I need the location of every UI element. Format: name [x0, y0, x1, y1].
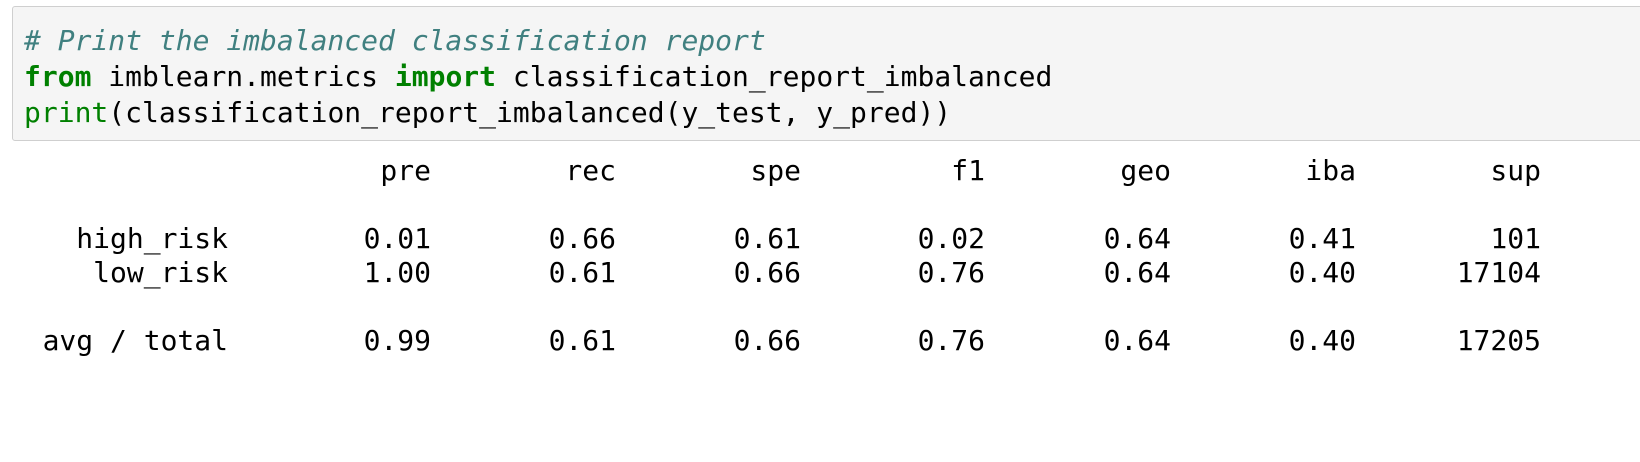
table-cell: 0.66: [548, 222, 616, 255]
table-cell: 0.76: [917, 324, 985, 357]
table-cell: 0.40: [1288, 256, 1356, 289]
table-cell: 17205: [1456, 324, 1541, 357]
table-cell: 0.64: [1103, 256, 1171, 289]
print-args: (classification_report_imbalanced(y_test…: [108, 96, 952, 129]
header-iba: iba: [1305, 154, 1356, 187]
keyword-from: from: [24, 60, 92, 93]
table-cell: 0.02: [917, 222, 985, 255]
table-cell: 1.00: [363, 256, 431, 289]
keyword-import: import: [394, 60, 497, 93]
table-cell: 0.61: [733, 222, 801, 255]
header-pre: pre: [380, 154, 431, 187]
table-cell: 0.61: [548, 324, 616, 357]
table-cell: 0.66: [733, 256, 801, 289]
header-spe: spe: [750, 154, 801, 187]
imported-function: classification_report_imbalanced: [496, 60, 1053, 93]
table-cell: 0.99: [363, 324, 431, 357]
row-label-total: avg / total: [42, 324, 228, 357]
table-cell: 17104: [1456, 256, 1541, 289]
builtin-print: print: [24, 96, 109, 129]
table-cell: 0.01: [363, 222, 431, 255]
row-label-high-risk: high_risk: [76, 222, 228, 255]
code-line-import: from imblearn.metrics import classificat…: [24, 59, 1052, 95]
module-name: imblearn.metrics: [91, 60, 395, 93]
code-line-print: print(classification_report_imbalanced(y…: [24, 95, 951, 131]
code-cell[interactable]: # Print the imbalanced classification re…: [12, 6, 1640, 141]
table-cell: 0.64: [1103, 222, 1171, 255]
header-f1: f1: [951, 154, 985, 187]
cell-output: pre rec spe f1 geo iba sup high_risk 0.0…: [0, 150, 1640, 450]
code-line-comment: # Print the imbalanced classification re…: [24, 23, 766, 59]
table-cell: 0.61: [548, 256, 616, 289]
table-cell: 0.76: [917, 256, 985, 289]
table-cell: 0.64: [1103, 324, 1171, 357]
header-geo: geo: [1120, 154, 1171, 187]
table-cell: 0.40: [1288, 324, 1356, 357]
table-cell: 0.41: [1288, 222, 1356, 255]
table-cell: 0.66: [733, 324, 801, 357]
header-rec: rec: [565, 154, 616, 187]
row-label-low-risk: low_risk: [93, 256, 228, 289]
header-sup: sup: [1490, 154, 1541, 187]
code-comment: # Print the imbalanced classification re…: [24, 24, 766, 57]
table-cell: 101: [1490, 222, 1541, 255]
